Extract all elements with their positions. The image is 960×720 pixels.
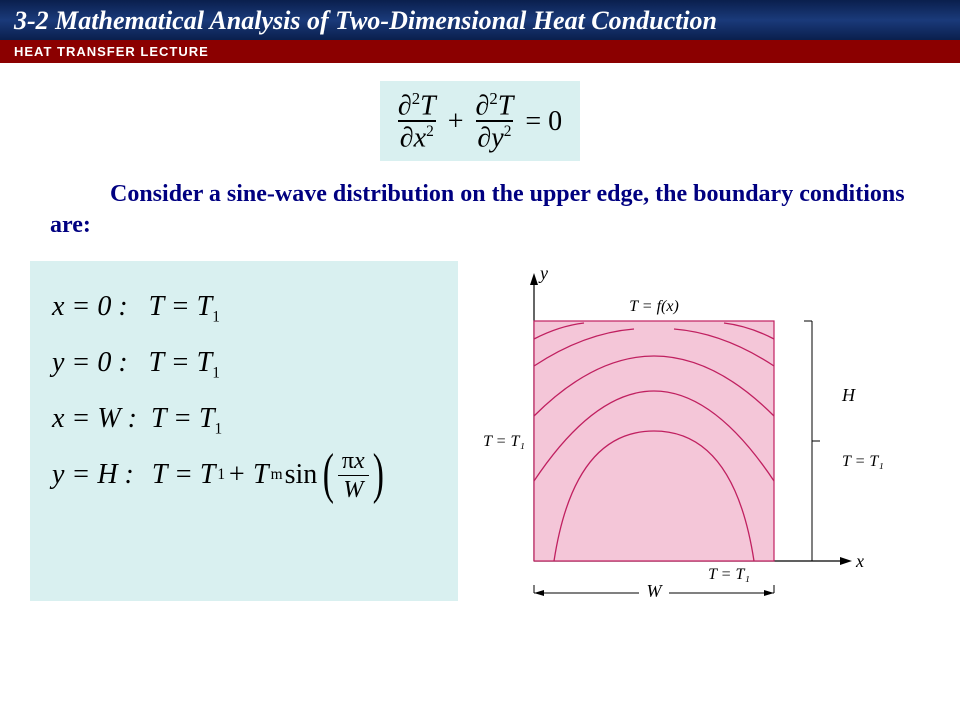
- slide-title: 3-2 Mathematical Analysis of Two-Dimensi…: [0, 0, 960, 40]
- laplace-equation: ∂2T ∂x2 + ∂2T ∂y2 = 0: [0, 81, 960, 161]
- bc-diagram: y x T = f(x) T = T₁ T = T₁ T = T: [458, 251, 930, 601]
- intro-text: Consider a sine-wave distribution on the…: [50, 179, 910, 241]
- boundary-conditions: x = 0 : T = T1 y = 0 : T = T1 x = W : T …: [30, 261, 458, 601]
- bottom-bc-label: T = T₁: [708, 566, 750, 583]
- slide-subtitle: HEAT TRANSFER LECTURE: [0, 40, 960, 63]
- domain-rect: [534, 321, 774, 561]
- H-label: H: [841, 385, 856, 405]
- x-axis-label: x: [855, 551, 864, 571]
- y-axis-label: y: [538, 263, 548, 283]
- right-bc-label: T = T₁: [842, 453, 884, 470]
- W-label: W: [647, 581, 664, 601]
- left-bc-label: T = T₁: [483, 433, 525, 450]
- top-bc-label: T = f(x): [629, 298, 679, 315]
